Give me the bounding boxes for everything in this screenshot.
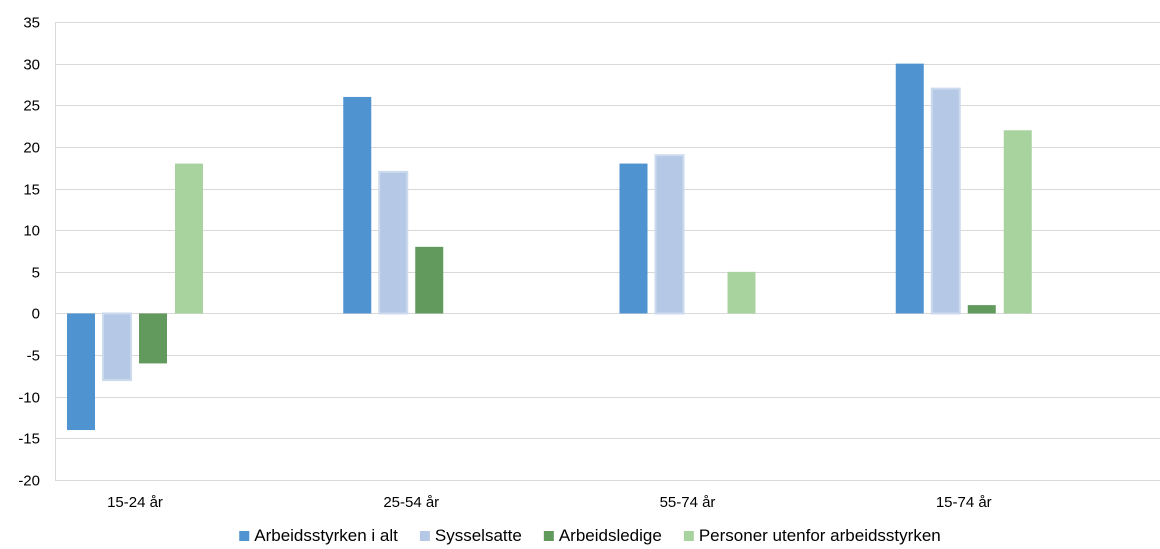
x-tick-label: 15-74 år <box>936 494 992 511</box>
y-tick-label: -5 <box>27 348 40 365</box>
y-axis-ticks: 35 30 25 20 15 10 5 0 -5 -10 -15 -20 <box>18 15 40 490</box>
bar-2-4 <box>930 87 961 315</box>
y-tick-label: 20 <box>23 140 40 157</box>
bar-1-4 <box>895 63 924 314</box>
legend: Arbeidsstyrken i alt Sysselsatte Arbeidsle… <box>239 526 941 545</box>
bar-2-3 <box>654 154 685 315</box>
legend-swatch <box>683 531 694 541</box>
bar-1-1 <box>67 313 95 431</box>
gridlines <box>55 22 1160 481</box>
legend-label: Personer utenfor arbeidsstyrken <box>699 526 941 545</box>
x-tick-label: 25-54 år <box>383 494 439 511</box>
legend-label: Arbeidsstyrken i alt <box>254 526 398 545</box>
bar-1-3 <box>619 163 648 314</box>
y-tick-label: 30 <box>23 57 40 74</box>
y-tick-label: 25 <box>23 98 40 115</box>
y-tick-label: -15 <box>18 431 40 448</box>
y-tick-label: -20 <box>18 473 40 490</box>
legend-swatch <box>419 531 430 541</box>
legend-swatch <box>543 531 554 541</box>
legend-swatch <box>239 531 250 541</box>
bar-4-4 <box>1003 130 1032 314</box>
y-tick-label: 0 <box>32 306 40 323</box>
y-tick-label: -10 <box>18 390 40 407</box>
legend-label: Arbeidsledige <box>559 526 662 545</box>
bar-3-4 <box>967 305 996 314</box>
bar-3-2 <box>415 246 444 314</box>
bar-3-1 <box>139 313 167 364</box>
y-tick-label: 10 <box>23 223 40 240</box>
x-axis-ticks: 15-24 år 25-54 år 55-74 år 15-74 år <box>107 494 992 511</box>
bar-4-1 <box>175 163 203 314</box>
bar-2-1 <box>102 312 132 382</box>
y-tick-label: 5 <box>32 265 40 282</box>
bar-4-3 <box>727 271 756 314</box>
x-tick-label: 55-74 år <box>660 494 716 511</box>
bars <box>67 63 1032 431</box>
y-tick-label: 15 <box>23 182 40 199</box>
bar-2-2 <box>378 170 409 315</box>
legend-label: Sysselsatte <box>435 526 522 545</box>
y-tick-label: 35 <box>23 15 40 32</box>
bar-1-2 <box>343 96 372 314</box>
x-tick-label: 15-24 år <box>107 494 163 511</box>
